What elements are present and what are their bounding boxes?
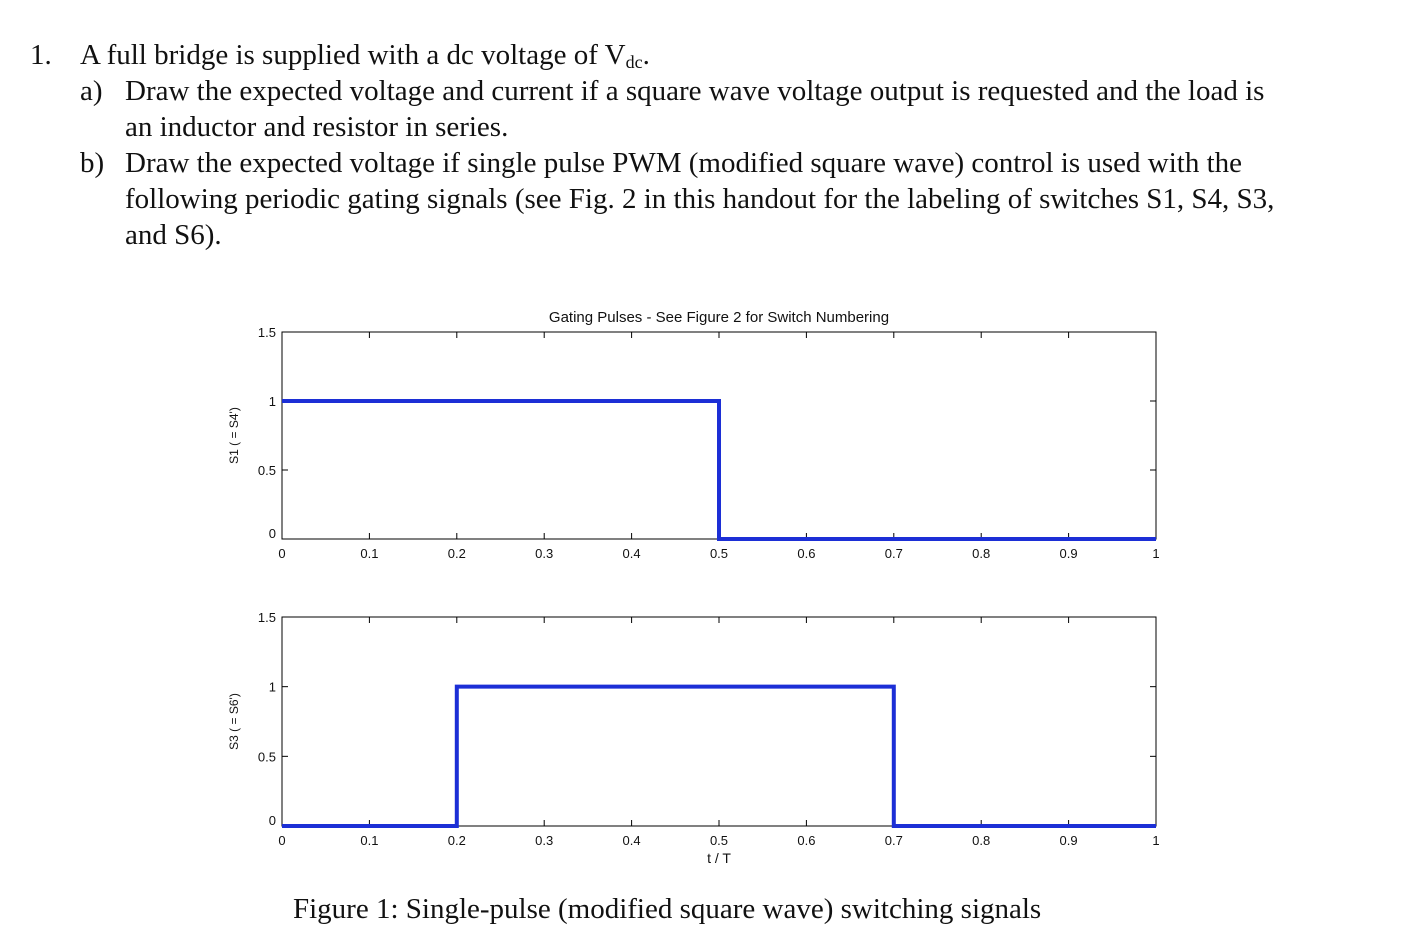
part-b-line-3: and S6).	[125, 219, 222, 251]
y-tick-label: 0.5	[258, 463, 276, 478]
x-tick-label: 0.2	[448, 546, 466, 561]
part-b-label: b)	[80, 147, 105, 179]
chart-title: Gating Pulses - See Figure 2 for Switch …	[549, 309, 889, 326]
y-tick-label: 0	[269, 813, 276, 828]
x-tick-label: 0	[278, 833, 285, 848]
y-tick-label: 0	[269, 526, 276, 541]
x-axis-label: t / T	[707, 850, 731, 866]
part-a-line-2: an inductor and resistor in series.	[125, 111, 509, 143]
x-tick-label: 0.1	[360, 833, 378, 848]
x-tick-label: 0.8	[972, 546, 990, 561]
x-tick-label: 0.2	[448, 833, 466, 848]
y-tick-label: 1	[269, 394, 276, 409]
problem-intro: A full bridge is supplied with a dc volt…	[80, 37, 650, 80]
x-tick-label: 0.9	[1060, 833, 1078, 848]
x-tick-label: 0.5	[710, 546, 728, 561]
gating-pulse-line-2	[282, 684, 1156, 828]
gating-pulse-line-1	[282, 399, 1156, 541]
x-tick-label: 1	[1152, 546, 1159, 561]
x-tick-label: 0.6	[797, 546, 815, 561]
x-tick-label: 0.7	[885, 833, 903, 848]
plot-frame-2	[281, 616, 1157, 827]
x-tick-label: 0.7	[885, 546, 903, 561]
x-tick-label: 0.9	[1060, 546, 1078, 561]
y-axis-label-2: S3 ( = S6')	[227, 693, 241, 750]
gating-pulses-figure: Gating Pulses - See Figure 2 for Switch …	[227, 309, 1160, 866]
y-tick-label: 1.5	[258, 325, 276, 340]
x-tick-label: 0.8	[972, 833, 990, 848]
y-tick-label: 1	[269, 680, 276, 695]
x-tick-label: 1	[1152, 833, 1159, 848]
problem-intro-end: .	[642, 39, 650, 71]
part-a-line-1: Draw the expected voltage and current if…	[125, 75, 1265, 107]
y-axis-label-1: S1 ( = S4')	[227, 407, 241, 464]
problem-number: 1.	[30, 39, 52, 71]
y-tick-label: 0.5	[258, 749, 276, 764]
problem-intro-subscript: dc	[625, 52, 643, 72]
x-tick-label: 0.3	[535, 546, 553, 561]
problem-intro-text: A full bridge is supplied with a dc volt…	[80, 39, 626, 71]
x-tick-label: 0.6	[797, 833, 815, 848]
x-tick-label: 0.1	[360, 546, 378, 561]
y-tick-label: 1.5	[258, 610, 276, 625]
part-a-label: a)	[80, 75, 103, 107]
x-tick-label: 0.5	[710, 833, 728, 848]
part-b-line-1: Draw the expected voltage if single puls…	[125, 147, 1242, 179]
x-tick-label: 0.3	[535, 833, 553, 848]
x-tick-label: 0.4	[623, 546, 641, 561]
figure-caption: Figure 1: Single-pulse (modified square …	[293, 893, 1042, 925]
x-tick-label: 0.4	[623, 833, 641, 848]
part-b-line-2: following periodic gating signals (see F…	[125, 183, 1275, 215]
x-tick-label: 0	[278, 546, 285, 561]
